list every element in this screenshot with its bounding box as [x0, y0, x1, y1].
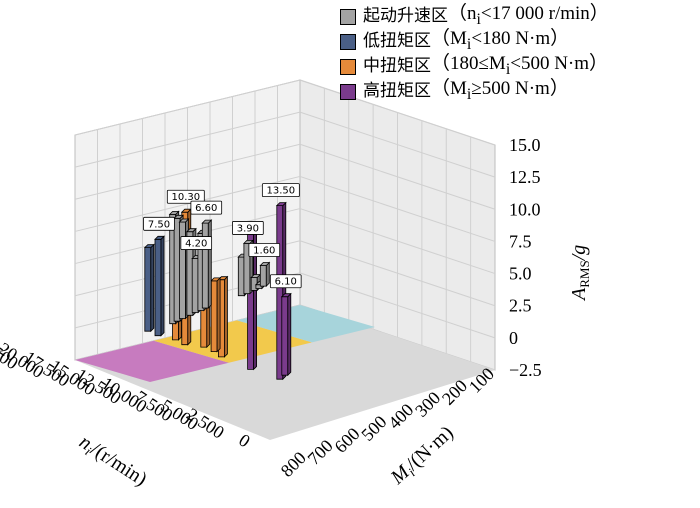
legend-cond: （Mi<180 N·m） — [431, 28, 570, 53]
bar — [144, 247, 152, 332]
legend-label: 中扭矩区 — [363, 56, 431, 76]
legend-cond: （Mi≥500 N·m） — [431, 78, 569, 103]
legend-swatch — [340, 8, 356, 25]
x-axis-title: ni/(r/min) — [74, 431, 151, 492]
bar — [237, 256, 245, 297]
bar — [191, 258, 199, 313]
bar-top — [178, 218, 190, 223]
z-tick-label: 5.0 — [509, 264, 532, 284]
bar-top — [185, 228, 197, 233]
data-label: 13.50 — [267, 186, 296, 197]
bar-side — [287, 292, 292, 377]
bar-top — [259, 262, 271, 266]
legend: 起动升速区 （ni<17 000 r/min） 低扭矩区 （Mi<180 N·m… — [340, 3, 609, 104]
bar — [201, 222, 209, 309]
bar — [154, 238, 162, 337]
legend-item: 高扭矩区 （Mi≥500 N·m） — [340, 78, 609, 104]
bar-top — [168, 210, 180, 215]
data-label-box — [166, 189, 205, 204]
bar-side — [265, 261, 270, 288]
bar-top — [154, 235, 165, 240]
data-label: 6.60 — [195, 203, 217, 214]
floor-region-mid — [153, 320, 312, 363]
bar-side — [160, 235, 165, 337]
data-label-box — [190, 200, 223, 215]
legend-item: 低扭矩区 （Mi<180 N·m） — [340, 28, 609, 54]
data-label: 1.60 — [253, 245, 275, 256]
bar-top — [143, 244, 155, 249]
legend-item: 起动升速区 （ni<17 000 r/min） — [340, 3, 609, 29]
legend-label: 高扭矩区 — [363, 81, 431, 101]
data-label-box — [180, 236, 213, 250]
bar-top — [201, 219, 213, 224]
bar-side — [216, 276, 221, 353]
z-tick-label: 10.0 — [509, 199, 541, 219]
legend-cond: （180≤Mi<500 N·m） — [431, 53, 609, 78]
z-tick-label: 0 — [509, 328, 518, 348]
z-tick-label: 12.5 — [509, 167, 541, 187]
data-label-box — [269, 274, 302, 289]
data-labels: 13.50 10.30 7.50 6.10 4.20 6.60 3.90 1.60 — [143, 183, 302, 289]
bar-top — [275, 202, 287, 207]
data-label: 3.90 — [237, 223, 259, 234]
data-label: 6.10 — [275, 277, 297, 288]
z-tick-label: 15.0 — [509, 135, 541, 155]
data-label: 4.20 — [185, 239, 207, 250]
bar-top — [242, 239, 254, 244]
data-label-box — [143, 216, 175, 231]
x-tick-label: 0 — [235, 430, 253, 452]
floor-region-high — [75, 340, 229, 382]
z-tick-label: −2.5 — [509, 360, 542, 380]
bar — [210, 280, 218, 353]
bar — [259, 265, 267, 287]
bar-top — [280, 293, 292, 298]
legend-swatch — [340, 58, 356, 75]
bar-top — [210, 277, 222, 282]
bar-top — [173, 214, 185, 219]
bar-side — [207, 219, 212, 309]
legend-swatch — [340, 33, 356, 50]
bar-side — [223, 275, 228, 358]
bar — [281, 296, 289, 376]
legend-cond: （ni<17 000 r/min） — [448, 3, 609, 28]
z-tick-label: 7.5 — [509, 231, 532, 251]
bar-side — [150, 243, 155, 333]
data-label: 10.30 — [171, 192, 200, 203]
data-label-box — [248, 243, 281, 257]
legend-label: 低扭矩区 — [363, 31, 431, 51]
data-label-box — [261, 183, 300, 198]
floor-region-low — [237, 305, 375, 343]
legend-item: 中扭矩区 （180≤Mi<500 N·m） — [340, 53, 609, 79]
data-label: 7.50 — [148, 219, 170, 230]
data-label-box — [232, 221, 264, 235]
z-axis-title: ARMS/g — [568, 245, 592, 302]
legend-swatch — [340, 83, 356, 100]
legend-label: 起动升速区 — [363, 6, 448, 26]
z-tick-label: 2.5 — [509, 296, 532, 316]
